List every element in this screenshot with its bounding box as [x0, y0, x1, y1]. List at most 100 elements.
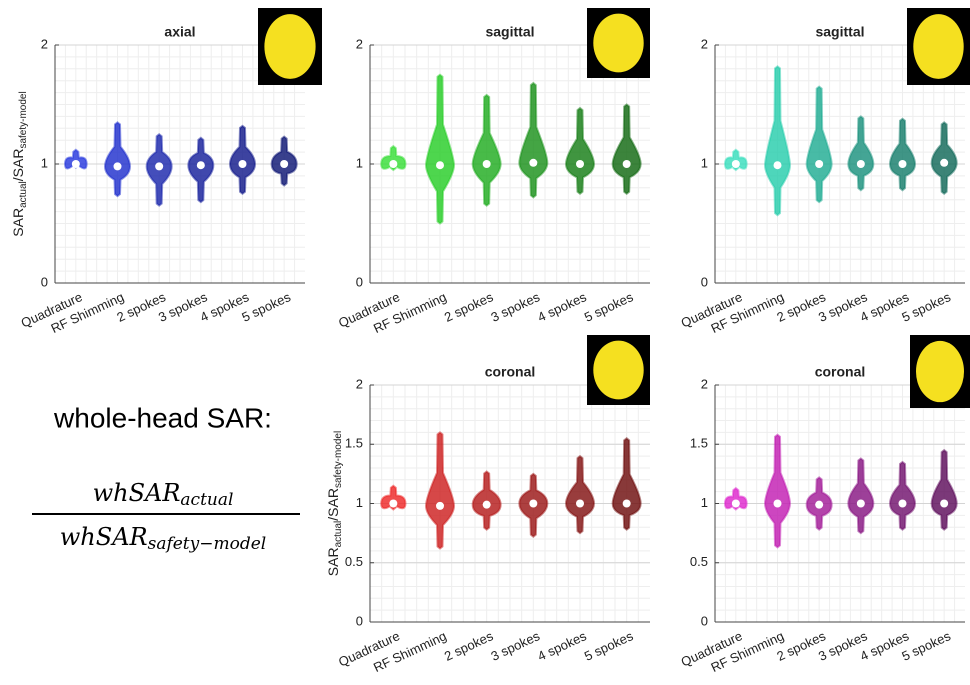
x-tick-label: 3 spokes — [489, 289, 543, 325]
violin — [932, 450, 957, 529]
violin — [426, 75, 454, 224]
violin — [932, 122, 957, 193]
median-dot — [940, 500, 948, 508]
y-axis-label: SARactual/SARsafety-model — [325, 431, 344, 576]
median-dot — [857, 500, 865, 508]
chart-title: axial — [164, 24, 195, 40]
y-label-main: SAR — [10, 208, 26, 237]
y-tick-label: 1 — [356, 155, 363, 170]
violin — [188, 138, 213, 202]
chart-title: sagittal — [485, 24, 534, 40]
median-dot — [774, 161, 782, 169]
x-tick-label: 5 spokes — [899, 628, 953, 664]
thumbnail-head — [913, 14, 963, 79]
violin — [473, 95, 501, 206]
thumbnail-head — [593, 341, 643, 400]
violin — [105, 122, 130, 196]
chart-title: coronal — [485, 364, 536, 380]
violin — [848, 116, 873, 190]
x-tick-label: 3 spokes — [489, 628, 543, 664]
median-dot — [389, 500, 397, 508]
thumbnail-head — [916, 341, 964, 402]
y-label-main: /SAR — [325, 488, 341, 521]
violin — [566, 108, 594, 194]
y-tick-label: 1 — [701, 155, 708, 170]
median-dot — [576, 160, 584, 168]
y-tick-label: 1 — [356, 495, 363, 510]
y-tick-label: 1 — [701, 495, 708, 510]
denominator-sub: safety−model — [148, 534, 267, 554]
median-dot — [623, 500, 631, 508]
violin — [848, 458, 873, 533]
violin — [890, 462, 915, 530]
y-tick-label: 2 — [356, 376, 363, 391]
median-dot — [529, 159, 537, 167]
denominator: whSAR — [60, 523, 148, 551]
median-dot — [732, 160, 740, 168]
violin — [807, 87, 832, 202]
formula-denominator: whSARsafety−model — [60, 523, 266, 554]
y-tick-label: 1.5 — [690, 436, 708, 451]
median-dot — [899, 500, 907, 508]
x-tick-label: 5 spokes — [582, 289, 636, 325]
y-tick-label: 1.5 — [345, 436, 363, 451]
x-tick-label: 5 spokes — [239, 289, 293, 325]
y-label-sub: actual — [18, 181, 29, 208]
median-dot — [280, 160, 288, 168]
y-tick-label: 2 — [41, 36, 48, 51]
median-dot — [389, 160, 397, 168]
x-tick-label: 2 spokes — [442, 628, 496, 664]
violin — [890, 119, 915, 190]
median-dot — [732, 500, 740, 508]
y-tick-label: 0 — [356, 613, 363, 628]
y-tick-label: 2 — [356, 36, 363, 51]
y-tick-label: 1 — [41, 155, 48, 170]
figure: whole-head SAR: whSARactual whSARsafety−… — [0, 0, 970, 685]
y-tick-label: 0.5 — [345, 554, 363, 569]
violin — [613, 105, 641, 194]
x-tick-label: 5 spokes — [899, 289, 953, 325]
median-dot — [114, 162, 122, 170]
median-dot — [899, 160, 907, 168]
y-tick-label: 0 — [41, 274, 48, 289]
violin — [426, 432, 454, 548]
y-label-main: /SAR — [10, 149, 26, 182]
thumbnail-head — [593, 14, 643, 73]
median-dot — [239, 160, 247, 168]
x-tick-label: 4 spokes — [535, 289, 589, 325]
x-tick-label: 4 spokes — [535, 628, 589, 664]
y-label-main: SAR — [325, 547, 341, 576]
violin — [765, 435, 790, 548]
y-tick-label: 2 — [701, 36, 708, 51]
y-tick-label: 0 — [356, 274, 363, 289]
median-dot — [623, 160, 631, 168]
chart-title: coronal — [815, 364, 866, 380]
y-tick-label: 0.5 — [690, 554, 708, 569]
median-dot — [529, 500, 537, 508]
formula-numerator: whSARactual — [93, 479, 234, 510]
y-axis-label: SARactual/SARsafety-model — [10, 91, 29, 236]
median-dot — [483, 160, 491, 168]
formula-label: whole-head SAR: — [53, 402, 272, 433]
y-tick-label: 0 — [701, 613, 708, 628]
median-dot — [940, 159, 948, 167]
median-dot — [72, 160, 80, 168]
median-dot — [197, 161, 205, 169]
x-tick-label: 2 spokes — [442, 289, 496, 325]
median-dot — [483, 501, 491, 509]
median-dot — [436, 161, 444, 169]
x-tick-label: 5 spokes — [582, 628, 636, 664]
violin — [230, 126, 255, 194]
violin — [765, 66, 790, 215]
y-label-sub: safety-model — [333, 431, 344, 488]
y-tick-label: 0 — [701, 274, 708, 289]
median-dot — [774, 500, 782, 508]
thumbnail-head — [264, 14, 315, 79]
numerator: whSAR — [93, 479, 181, 507]
median-dot — [857, 160, 865, 168]
median-dot — [815, 501, 823, 509]
violin — [613, 438, 641, 529]
y-label-sub: safety-model — [18, 91, 29, 148]
y-label-sub: actual — [333, 521, 344, 548]
median-dot — [815, 160, 823, 168]
